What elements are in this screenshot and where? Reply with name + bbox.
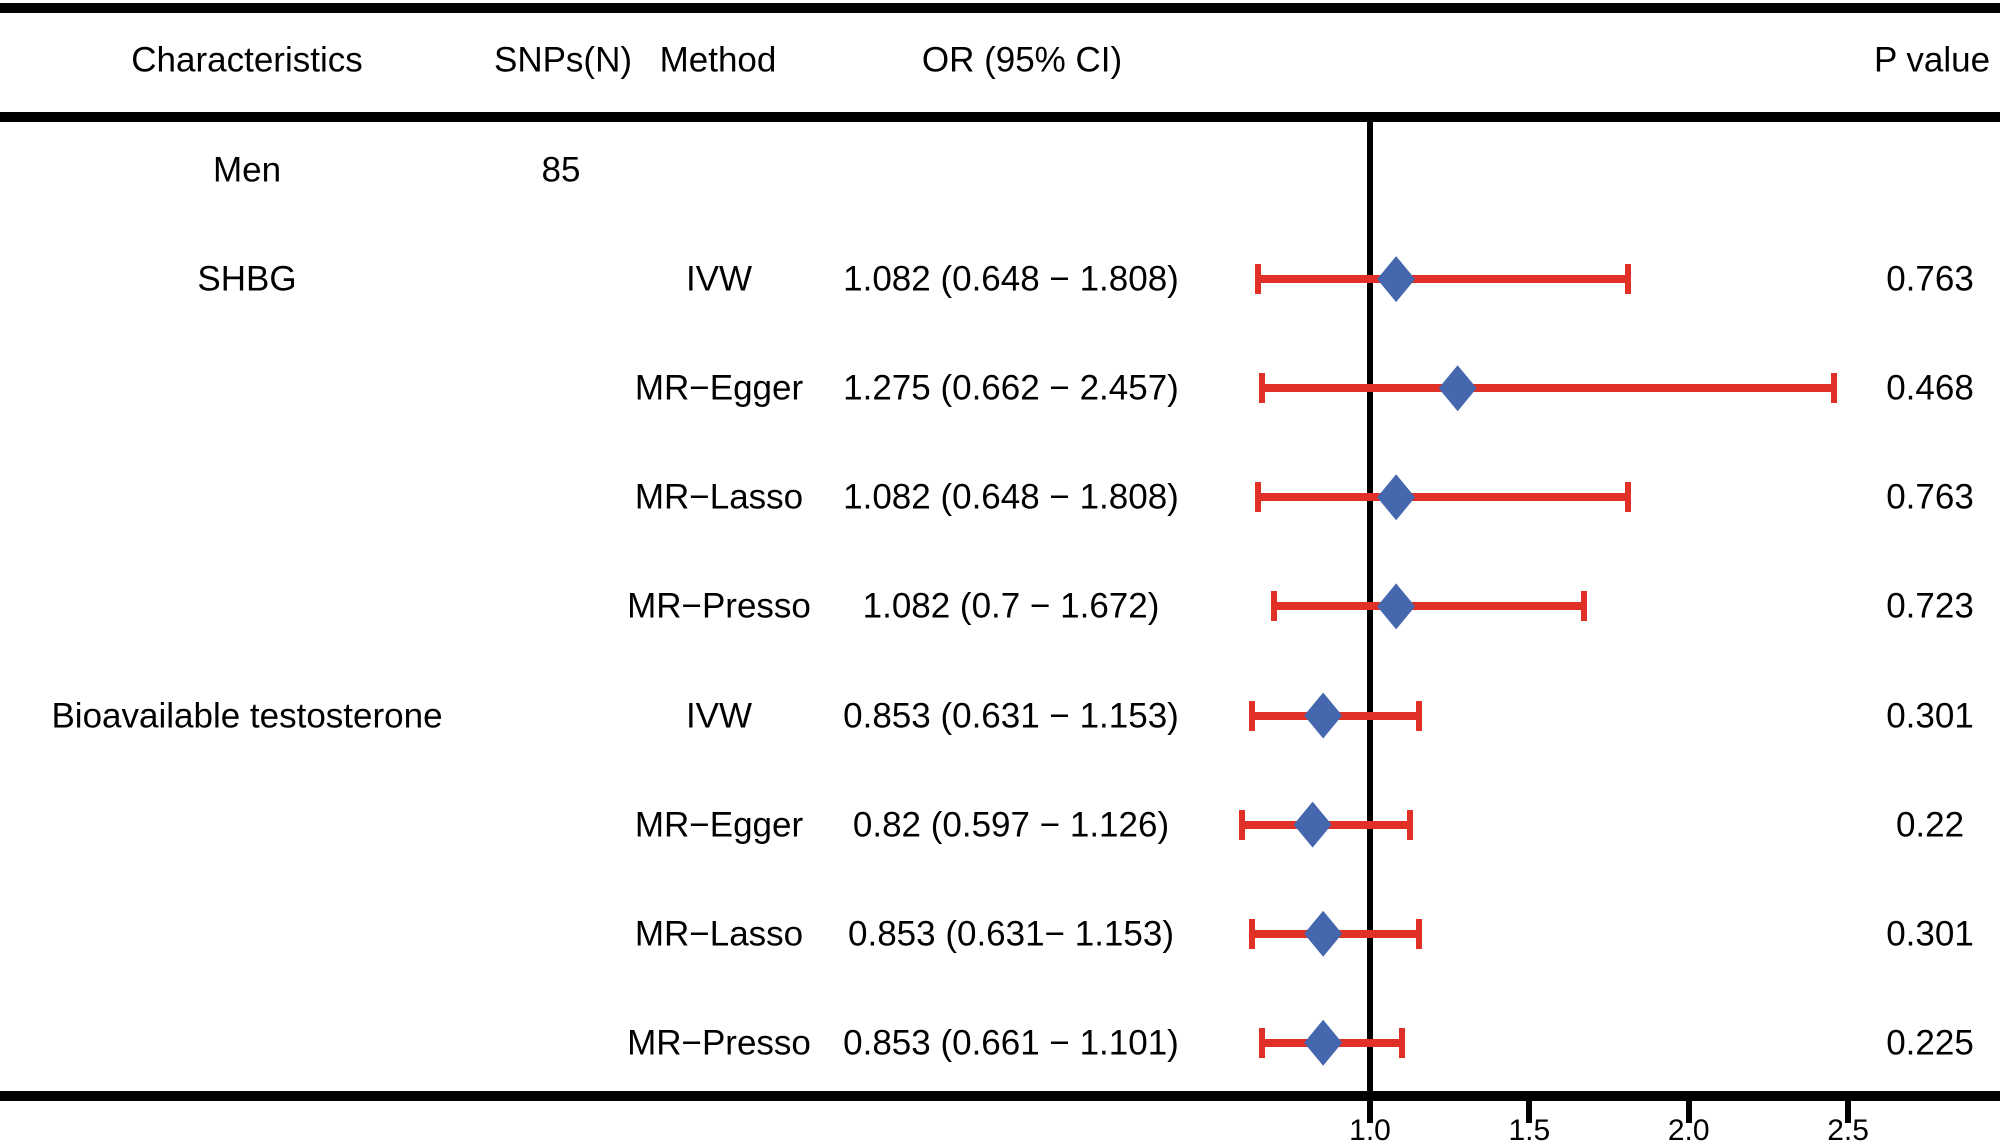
row-p-value: 0.763 (1886, 259, 1974, 299)
ci-left-cap (1258, 1027, 1265, 1058)
row-or-ci-label: 0.82 (0.597 − 1.126) (852, 805, 1170, 845)
row-or-ci-label: 1.082 (0.648 − 1.808) (843, 259, 1179, 299)
row-method-label: MR−Egger (634, 368, 804, 408)
row-p-value: 0.468 (1886, 368, 1974, 408)
row-characteristic-label: Men (212, 150, 282, 190)
ci-error-bar (1257, 493, 1628, 502)
or-point-diamond-marker (1438, 365, 1477, 412)
ci-left-cap (1254, 264, 1261, 295)
or-point-diamond-marker (1293, 801, 1332, 848)
header-characteristics: Characteristics (131, 40, 363, 80)
x-axis-tick (1845, 1097, 1852, 1123)
row-p-value: 0.301 (1886, 914, 1974, 954)
or-point-diamond-marker (1304, 692, 1343, 739)
ci-right-cap (1415, 700, 1422, 731)
row-or-ci-label: 0.853 (0.661 − 1.101) (843, 1023, 1179, 1063)
row-p-value: 0.225 (1886, 1023, 1974, 1063)
row-characteristic-label: SHBG (197, 259, 297, 299)
or-point-diamond-marker (1304, 1019, 1343, 1066)
row-method-label: MR−Lasso (634, 914, 804, 954)
row-or-ci-label: 0.853 (0.631− 1.153) (848, 914, 1174, 954)
row-p-value: 0.763 (1886, 477, 1974, 517)
header-rule (0, 112, 2000, 122)
row-method-label: IVW (685, 259, 753, 299)
x-axis-tick-label: 2.5 (1827, 1114, 1869, 1144)
or-point-diamond-marker (1377, 474, 1416, 521)
reference-line (1367, 120, 1373, 1123)
ci-right-cap (1399, 1027, 1406, 1058)
row-method-label: MR−Presso (627, 1023, 811, 1063)
ci-right-cap (1415, 918, 1422, 949)
header-method: Method (659, 40, 777, 80)
ci-left-cap (1254, 482, 1261, 513)
ci-left-cap (1271, 591, 1278, 622)
ci-right-cap (1624, 482, 1631, 513)
top-rule (0, 3, 2000, 13)
row-or-ci-label: 1.082 (0.648 − 1.808) (843, 477, 1179, 517)
x-axis-tick (1685, 1097, 1692, 1123)
row-or-ci-label: 1.082 (0.7 − 1.672) (862, 586, 1160, 626)
row-snps-count: 85 (541, 150, 581, 190)
ci-error-bar (1274, 602, 1585, 611)
row-characteristic-label: Bioavailable testosterone (51, 696, 443, 735)
x-axis-tick-label: 2.0 (1667, 1114, 1710, 1144)
or-point-diamond-marker (1377, 583, 1416, 630)
ci-left-cap (1249, 918, 1256, 949)
x-axis-tick-label: 1.0 (1349, 1114, 1391, 1144)
axis-rule (0, 1091, 2000, 1101)
row-p-value: 0.22 (1895, 805, 1965, 845)
row-or-ci-label: 1.275 (0.662 − 2.457) (843, 368, 1179, 408)
header-p-value: P value (1873, 40, 1991, 80)
header-snps: SNPs(N) (493, 40, 633, 80)
ci-right-cap (1831, 373, 1838, 404)
ci-error-bar (1257, 275, 1628, 284)
row-or-ci-label: 0.853 (0.631 − 1.153) (843, 696, 1179, 735)
row-method-label: MR−Egger (634, 805, 804, 845)
ci-right-cap (1624, 264, 1631, 295)
ci-right-cap (1581, 591, 1588, 622)
row-p-value: 0.723 (1886, 586, 1974, 626)
row-p-value: 0.301 (1886, 696, 1974, 735)
ci-left-cap (1238, 809, 1245, 840)
row-method-label: MR−Presso (627, 586, 811, 626)
or-point-diamond-marker (1377, 256, 1416, 303)
ci-left-cap (1259, 373, 1266, 404)
header-or-ci: OR (95% CI) (921, 40, 1123, 80)
x-axis-tick (1526, 1097, 1533, 1123)
ci-left-cap (1249, 700, 1256, 731)
row-method-label: IVW (685, 696, 753, 735)
ci-right-cap (1407, 809, 1414, 840)
x-axis-tick (1367, 1097, 1373, 1123)
x-axis-tick-label: 1.5 (1508, 1114, 1551, 1144)
row-method-label: MR−Lasso (634, 477, 804, 517)
ci-error-bar (1262, 384, 1835, 393)
or-point-diamond-marker (1304, 910, 1343, 957)
